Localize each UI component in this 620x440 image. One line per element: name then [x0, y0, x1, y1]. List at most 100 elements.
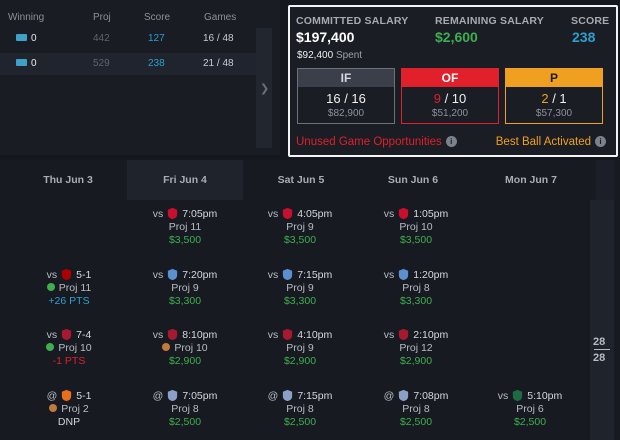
- game-time: 8:10pm: [182, 329, 218, 341]
- game-prefix: vs: [46, 269, 58, 281]
- game-salary: $2,500: [399, 416, 433, 428]
- game-prefix: vs: [46, 329, 58, 341]
- team-logo-icon: [281, 268, 294, 281]
- committed-salary-label: COMMITTED SALARY: [296, 15, 409, 27]
- team-logo-icon: [397, 328, 410, 341]
- game-proj: Proj 9: [286, 221, 314, 233]
- team-logo-icon: [397, 389, 410, 402]
- game-time: 4:05pm: [297, 208, 333, 220]
- chevron-right-icon: ❯: [260, 83, 270, 95]
- game-prefix: vs: [267, 269, 279, 281]
- games-value: 16 / 48: [203, 33, 234, 44]
- game-time: 1:20pm: [413, 269, 449, 281]
- game-time: 7:08pm: [413, 390, 449, 402]
- game-time: 7:15pm: [297, 390, 333, 402]
- game-cell[interactable]: vs 5:10pm Proj 6 $2,500: [475, 389, 585, 428]
- col-header-winning: Winning: [8, 12, 45, 23]
- game-salary: $3,500: [168, 234, 202, 246]
- team-logo-icon: [397, 268, 410, 281]
- status-dot: [162, 343, 171, 351]
- team-logo-icon: [166, 207, 179, 220]
- remaining-salary-value: $2,600: [435, 29, 478, 45]
- col-header-proj: Proj: [93, 12, 111, 23]
- games-count-top: 28: [593, 336, 606, 348]
- game-salary: $3,300: [283, 295, 317, 307]
- game-prefix: vs: [152, 208, 164, 220]
- game-salary: $2,500: [168, 416, 202, 428]
- game-cell[interactable]: vs 8:10pm Proj 10 $2,900: [130, 328, 240, 367]
- team-logo-icon: [281, 328, 294, 341]
- team-logo-icon: [60, 328, 73, 341]
- game-prefix: vs: [152, 269, 164, 281]
- game-cell[interactable]: vs 4:10pm Proj 9 $2,900: [245, 328, 355, 367]
- proj-value: 442: [93, 33, 110, 44]
- game-proj: Proj 8: [402, 282, 430, 294]
- game-time: 2:10pm: [413, 329, 449, 341]
- lineup-table: Winning Proj Score Games 0 442 127 16 / …: [0, 0, 280, 155]
- table-row[interactable]: 0 529 238 21 / 48: [0, 53, 256, 75]
- table-scroll-next[interactable]: ❯: [256, 28, 272, 148]
- games-value: 21 / 48: [203, 58, 234, 69]
- game-cell[interactable]: vs 4:05pm Proj 9 $3,500: [245, 207, 355, 246]
- game-cell[interactable]: @7:08pm Proj 8 $2,500: [361, 389, 471, 428]
- game-salary: $2,900: [283, 355, 317, 367]
- game-cell[interactable]: vs 7-4 Proj 10 -1 PTS: [14, 328, 124, 367]
- game-salary: $3,500: [283, 234, 317, 246]
- game-time: 7:15pm: [297, 269, 333, 281]
- team-logo-icon: [166, 389, 179, 402]
- best-ball-status[interactable]: Best Ball Activated i: [496, 136, 606, 148]
- position-label: OF: [402, 69, 498, 87]
- position-box-of[interactable]: OF 9 / 10 $51,200: [401, 68, 499, 124]
- game-proj: Proj 9: [171, 282, 199, 294]
- game-cell[interactable]: @7:05pm Proj 8 $2,500: [130, 389, 240, 428]
- info-icon[interactable]: i: [445, 136, 457, 147]
- game-prefix: @: [152, 390, 164, 402]
- game-salary: $2,900: [168, 355, 202, 367]
- position-box-p[interactable]: P 2 / 1 $57,300: [505, 68, 603, 124]
- game-cell[interactable]: vs 1:20pm Proj 8 $3,300: [361, 268, 471, 307]
- game-cell[interactable]: vs 5-1 Proj 11 +26 PTS: [14, 268, 124, 307]
- game-prefix: @: [267, 390, 279, 402]
- proj-value: 529: [93, 58, 110, 69]
- status-dot: [46, 343, 55, 351]
- ticket-icon: [16, 59, 27, 66]
- game-points: +26 PTS: [48, 295, 90, 307]
- table-row[interactable]: 0 442 127 16 / 48: [0, 28, 256, 50]
- game-prefix: vs: [267, 329, 279, 341]
- game-proj: Proj 10: [399, 221, 433, 233]
- game-salary: $3,500: [399, 234, 433, 246]
- day-header-sat: Sat Jun 5: [277, 174, 325, 186]
- game-time: 7-4: [76, 329, 92, 341]
- game-cell[interactable]: vs 7:15pm Proj 9 $3,300: [245, 268, 355, 307]
- game-cell[interactable]: @7:15pm Proj 8 $2,500: [245, 389, 355, 428]
- game-prefix: @: [46, 390, 58, 402]
- game-proj: Proj 8: [171, 403, 199, 415]
- game-proj: Proj 8: [402, 403, 430, 415]
- game-proj: Proj 2: [61, 403, 89, 415]
- position-box-if[interactable]: IF 16 / 16 $82,900: [297, 68, 395, 124]
- committed-salary-value: $197,400: [296, 29, 355, 45]
- position-count: 2 / 1: [541, 91, 567, 106]
- game-prefix: vs: [383, 208, 395, 220]
- position-label: IF: [298, 69, 394, 87]
- game-proj: Proj 11: [58, 282, 92, 294]
- game-prefix: vs: [267, 208, 279, 220]
- game-cell[interactable]: @5-1 Proj 2 DNP: [14, 389, 124, 428]
- game-cell[interactable]: vs 7:20pm Proj 9 $3,300: [130, 268, 240, 307]
- game-cell[interactable]: vs 1:05pm Proj 10 $3,500: [361, 207, 471, 246]
- team-logo-icon: [60, 389, 73, 402]
- game-salary: $2,500: [513, 416, 547, 428]
- game-cell[interactable]: vs 2:10pm Proj 12 $2,900: [361, 328, 471, 367]
- game-cell[interactable]: vs 7:05pm Proj 11 $3,500: [130, 207, 240, 246]
- unused-games-warning[interactable]: Unused Game Opportunities i: [296, 136, 457, 148]
- info-icon[interactable]: i: [595, 136, 606, 147]
- game-proj: Proj 12: [399, 342, 433, 354]
- game-time: 5-1: [76, 390, 92, 402]
- ticket-icon: [16, 34, 27, 41]
- games-count-strip: [590, 200, 614, 440]
- remaining-salary-label: REMAINING SALARY: [435, 15, 544, 27]
- game-time: 5-1: [76, 269, 92, 281]
- game-prefix: vs: [383, 329, 395, 341]
- game-proj: Proj 10: [58, 342, 92, 354]
- status-dot: [49, 404, 58, 412]
